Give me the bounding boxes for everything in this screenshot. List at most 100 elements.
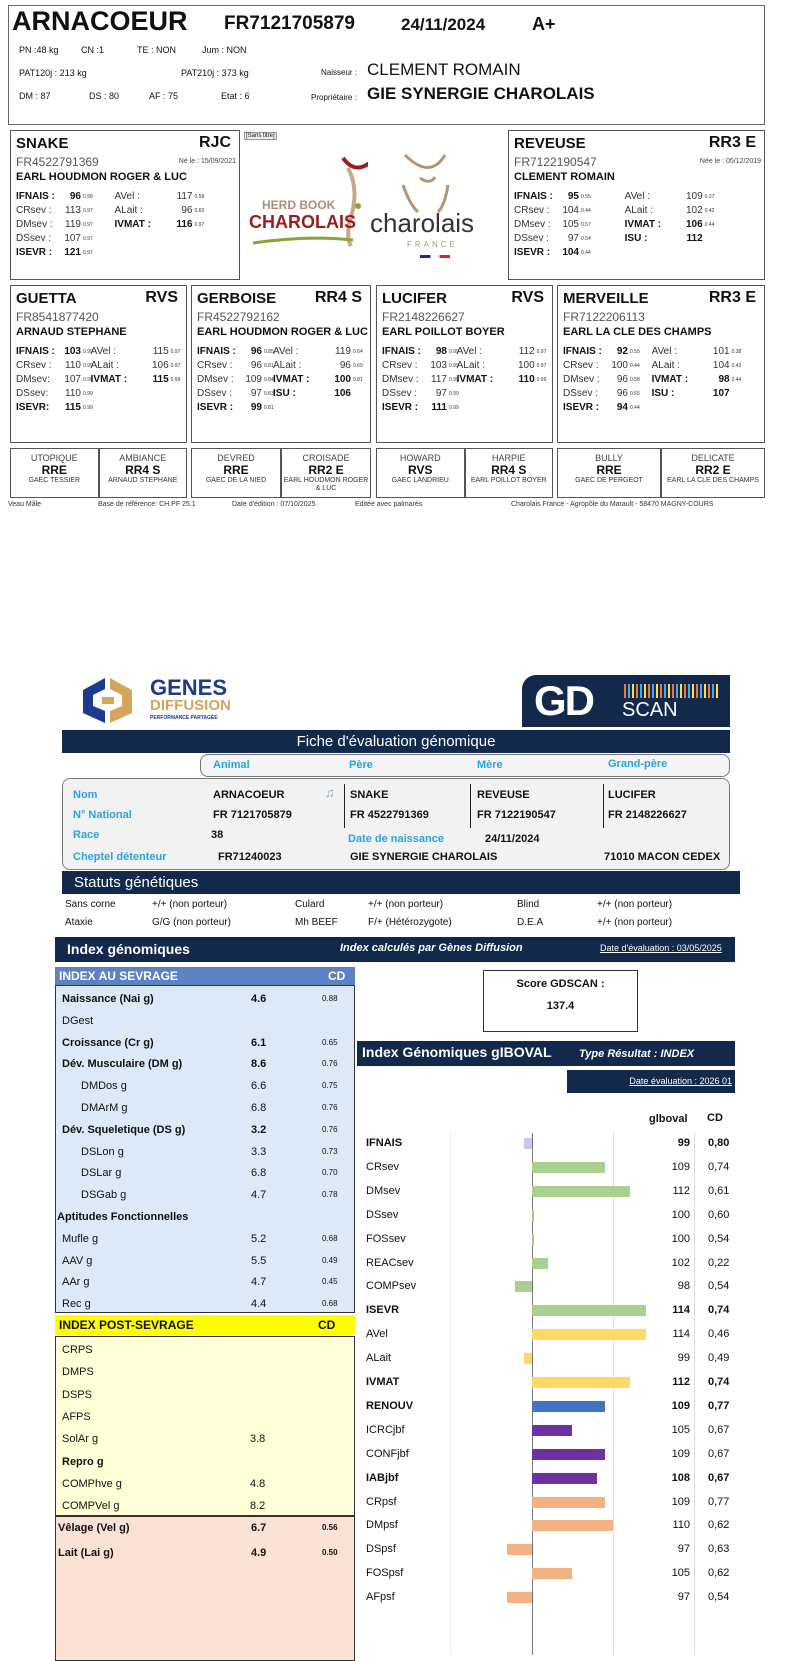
index-name: Aptitudes Fonctionnelles xyxy=(57,1211,189,1223)
giboval-title-bar: Index Génomiques gIBOVAL Type Résultat :… xyxy=(357,1041,735,1066)
grandparent-card: LUCIFER RVS FR2148226627 EARL POILLOT BOYER… xyxy=(376,285,553,443)
category-label: DMsev xyxy=(366,1184,401,1197)
card-name: SNAKE xyxy=(16,135,69,152)
gridline xyxy=(613,1133,615,1655)
cd-label: 0,46 xyxy=(708,1328,730,1341)
stat-cd: 0.99 xyxy=(83,349,93,355)
status-label: Ataxie xyxy=(65,917,93,928)
tab-pere[interactable]: Père xyxy=(349,759,373,771)
post-row: COMPhve g 4.8 xyxy=(56,1473,354,1495)
stat-value: 96 xyxy=(616,388,628,399)
tab-grand-pere[interactable]: Grand-père xyxy=(608,758,668,770)
card-owner: EARL LA CLE DES CHAMPS xyxy=(563,326,712,338)
sevrage-title: INDEX AU SEVRAGE xyxy=(59,969,178,983)
sevrage-row: DMArM g 6.8 0.76 xyxy=(56,1097,354,1119)
index-name: DGest xyxy=(62,1014,94,1027)
sevrage-row: Dév. Musculaire (DM g) 8.6 0.76 xyxy=(56,1053,354,1075)
gg-class: RR4 S xyxy=(125,463,161,477)
divider xyxy=(344,784,345,828)
gg-name: DEVRED xyxy=(217,453,255,463)
breeder-label: Naisseur : xyxy=(321,68,358,77)
bar xyxy=(507,1592,532,1604)
race-label: Race xyxy=(73,829,100,841)
index-value: 4.4 xyxy=(251,1298,267,1311)
bar xyxy=(531,1400,606,1412)
stat-value: 97 xyxy=(435,388,447,399)
nom-label: Nom xyxy=(73,789,98,801)
stat-value: 107 xyxy=(712,388,730,399)
card-class: RR3 E xyxy=(708,289,756,306)
pat120: PAT120j : 213 kg xyxy=(19,68,87,78)
stat-cd: 0.55 xyxy=(581,194,591,200)
cd-label: 0,77 xyxy=(708,1495,730,1508)
animal-name: ARNACOEUR xyxy=(213,789,285,801)
animal-birth: 24/11/2024 xyxy=(401,15,486,34)
index-cd: 0.76 xyxy=(322,1103,338,1112)
chart-row: AVel 114 0,46 xyxy=(360,1324,760,1344)
stat-cd: 0.99 xyxy=(449,363,459,369)
post-row: COMPVel g 8.2 xyxy=(56,1495,354,1517)
stat-label: DMsev : xyxy=(16,219,53,230)
value-label: 108 xyxy=(671,1471,690,1484)
sevrage-row: Rec g 4.4 0.68 xyxy=(56,1293,354,1315)
sevrage-row: Mufle g 5.2 0.68 xyxy=(56,1228,354,1250)
chart-row: IVMAT 112 0,74 xyxy=(360,1372,760,1392)
cn: CN :1 xyxy=(81,45,105,55)
tab-mere[interactable]: Mère xyxy=(477,759,503,771)
sevrage-row: Croissance (Cr g) 6.1 0.65 xyxy=(56,1032,354,1054)
stat-value: 102 xyxy=(685,205,703,216)
card-class: RVS xyxy=(511,289,544,306)
value-label: 100 xyxy=(671,1232,690,1245)
stat-cd: 0.97 xyxy=(83,250,93,256)
col-cd-header: CD xyxy=(707,1112,723,1124)
category-label: DSsev xyxy=(366,1208,399,1221)
stat-label: AVel : xyxy=(273,346,299,357)
category-label: CRsev xyxy=(366,1160,400,1173)
stat-value: 115 xyxy=(152,346,169,357)
breeder: CLEMENT ROMAIN xyxy=(367,60,521,79)
dm: DM : 87 xyxy=(19,91,51,101)
stat-value: 101 xyxy=(712,346,730,357)
stat-cd: 0.42 xyxy=(704,208,715,214)
stat-label: AVel : xyxy=(456,346,483,357)
stat-value: 94 xyxy=(616,402,628,413)
index-name: Lait (Lai g) xyxy=(58,1547,114,1559)
card-name: REVEUSE xyxy=(514,135,586,152)
stat-cd: 0.38 xyxy=(731,349,742,355)
category-label: DSpsf xyxy=(366,1543,396,1556)
sire-nat: FR 4522791369 xyxy=(350,809,429,821)
result-type: Type Résultat : INDEX xyxy=(579,1048,695,1060)
city: 71010 MACON CEDEX xyxy=(604,851,721,863)
index-name: AFPS xyxy=(62,1410,91,1423)
stat-cd: 0.69 xyxy=(353,363,363,369)
stat-value: 96 xyxy=(69,191,81,202)
stat-cd: 0.44 xyxy=(581,250,591,256)
stat-cd: 0.99 xyxy=(536,377,547,383)
gg-class: RR4 S xyxy=(491,463,527,477)
tab-animal[interactable]: Animal xyxy=(213,759,250,771)
bar xyxy=(531,1329,646,1341)
stat-cd: 0.81 xyxy=(264,405,274,411)
bar xyxy=(531,1209,534,1221)
music-note-icon[interactable]: ♫ xyxy=(325,785,335,800)
bar xyxy=(531,1520,614,1532)
stat-value: 117 xyxy=(431,374,447,385)
ds: DS : 80 xyxy=(89,91,120,101)
tab-bar: Animal Père Mère Grand-père xyxy=(200,754,730,777)
gs-nat: FR 2148226627 xyxy=(608,809,687,821)
dob: 24/11/2024 xyxy=(485,833,540,845)
stat-label: ALait : xyxy=(114,205,143,216)
stat-value: 109 xyxy=(245,374,262,385)
index-name: DSPS xyxy=(62,1388,92,1401)
stat-label: IVMAT : xyxy=(456,374,494,385)
cd-label: 0,74 xyxy=(708,1304,730,1317)
index-name: Croissance (Cr g) xyxy=(62,1036,154,1049)
card-national: FR4522791369 xyxy=(16,155,99,169)
index-value: 6.7 xyxy=(251,1522,267,1534)
stat-label: IFNAIS : xyxy=(197,346,236,357)
chart-row: FOSsev 100 0,54 xyxy=(360,1229,760,1249)
divider xyxy=(603,784,604,828)
france-wordmark: FRANCE xyxy=(407,240,458,249)
jum: Jum : NON xyxy=(202,45,247,55)
grandparent-card: GUETTA RVS FR8541877420 ARNAUD STEPHANE IFNA… xyxy=(10,285,187,443)
